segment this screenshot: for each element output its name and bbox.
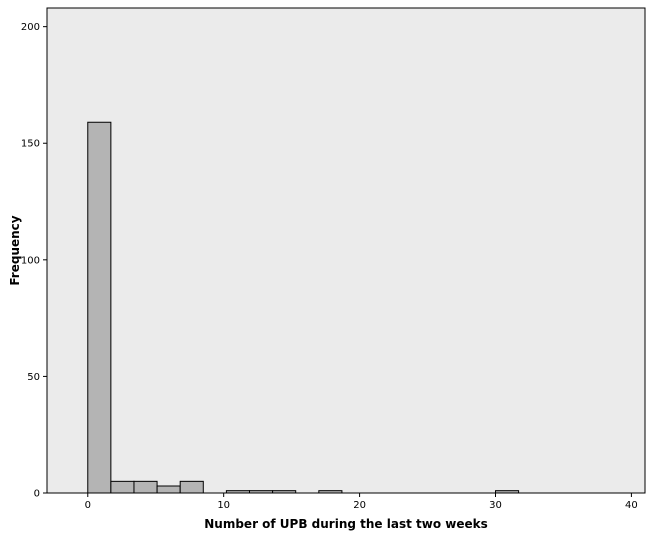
x-tick-label: 10 (217, 500, 230, 511)
histogram-bar (156, 485, 181, 494)
y-tick-label: 50 (27, 372, 40, 383)
x-tick-label: 40 (625, 500, 638, 511)
x-tick-label: 0 (85, 500, 91, 511)
x-ticks-layer: 0 10 20 30 40 (85, 493, 638, 511)
plot-area (46, 7, 646, 494)
histogram-bar (179, 480, 204, 494)
y-tick-label: 0 (34, 489, 40, 500)
y-axis-title: Frequency (8, 215, 22, 285)
histogram-bar (133, 480, 158, 494)
y-tick-label: 150 (21, 139, 40, 150)
histogram-bar (87, 121, 112, 494)
y-ticks-layer: 0 50 100 150 200 (21, 22, 47, 500)
x-axis-title: Number of UPB during the last two weeks (204, 517, 488, 531)
y-tick-label: 200 (21, 22, 40, 33)
y-tick-label: 100 (21, 255, 40, 266)
x-tick-label: 30 (489, 500, 502, 511)
x-tick-label: 20 (353, 500, 366, 511)
histogram-bar (110, 480, 135, 494)
